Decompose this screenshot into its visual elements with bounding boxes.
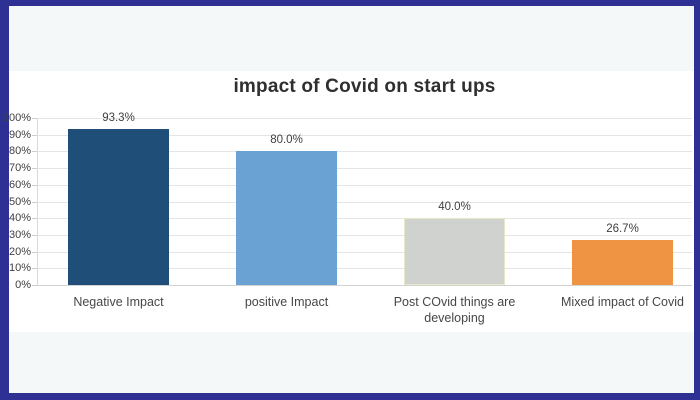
- y-axis-tick: [32, 252, 37, 253]
- chart-canvas: impact of Covid on start ups 100% 90% 80% 7…: [3, 6, 694, 393]
- chart-title: impact of Covid on start ups: [233, 76, 496, 97]
- plot-area: 100% 90% 80% 70% 60% 50% 40% 30% 20% 10% 0% 93.3% Ne…: [3, 112, 692, 325]
- bottom-band: [9, 332, 694, 393]
- x-category-label: positive Impact: [244, 295, 329, 309]
- bar-value-label: 80.0%: [270, 134, 303, 146]
- gridline: [37, 168, 692, 169]
- gridline: [37, 118, 692, 119]
- y-axis-tick: [32, 285, 37, 286]
- y-axis-tick-label: 90%: [8, 129, 31, 141]
- gridline: [37, 185, 692, 186]
- x-category-label: Post COvid things are developing: [393, 295, 516, 325]
- y-axis-tick: [32, 235, 37, 236]
- gridline: [37, 268, 692, 269]
- bar-value-label: 93.3%: [102, 112, 135, 124]
- x-category-label: Mixed impact of Covid: [561, 295, 684, 309]
- y-axis-tick-label: 30%: [8, 229, 31, 241]
- gridline: [37, 235, 692, 236]
- top-band: [9, 6, 694, 71]
- y-axis-tick-label: 70%: [8, 162, 31, 174]
- gridline: [37, 202, 692, 203]
- bar-2: [236, 151, 337, 285]
- y-axis-tick-label: 40%: [8, 212, 31, 224]
- gridline: [37, 218, 692, 219]
- bar-value-label: 26.7%: [606, 223, 639, 235]
- x-category-label: Negative Impact: [73, 295, 164, 309]
- y-axis-tick: [32, 118, 37, 119]
- y-axis-line: [37, 118, 38, 285]
- y-axis-tick-label: 100%: [2, 112, 31, 124]
- gridline: [37, 252, 692, 253]
- bar-4: [572, 240, 673, 285]
- gridline: [37, 285, 692, 286]
- y-axis-tick-label: 50%: [8, 196, 31, 208]
- y-axis-tick-label: 80%: [8, 145, 31, 157]
- y-axis-tick: [32, 168, 37, 169]
- y-axis-tick-label: 10%: [8, 262, 31, 274]
- y-axis-tick: [32, 135, 37, 136]
- y-axis-tick: [32, 202, 37, 203]
- y-axis-tick: [32, 151, 37, 152]
- bar-1: [68, 129, 169, 285]
- y-axis-tick: [32, 218, 37, 219]
- y-axis-tick-label: 60%: [8, 179, 31, 191]
- bar-3: [404, 218, 505, 285]
- y-axis-tick: [32, 268, 37, 269]
- gridline: [37, 151, 692, 152]
- y-axis-tick: [32, 185, 37, 186]
- y-axis-tick-label: 20%: [8, 246, 31, 258]
- y-axis-tick-label: 0%: [15, 279, 31, 291]
- gridline: [37, 135, 692, 136]
- bar-value-label: 40.0%: [438, 201, 471, 213]
